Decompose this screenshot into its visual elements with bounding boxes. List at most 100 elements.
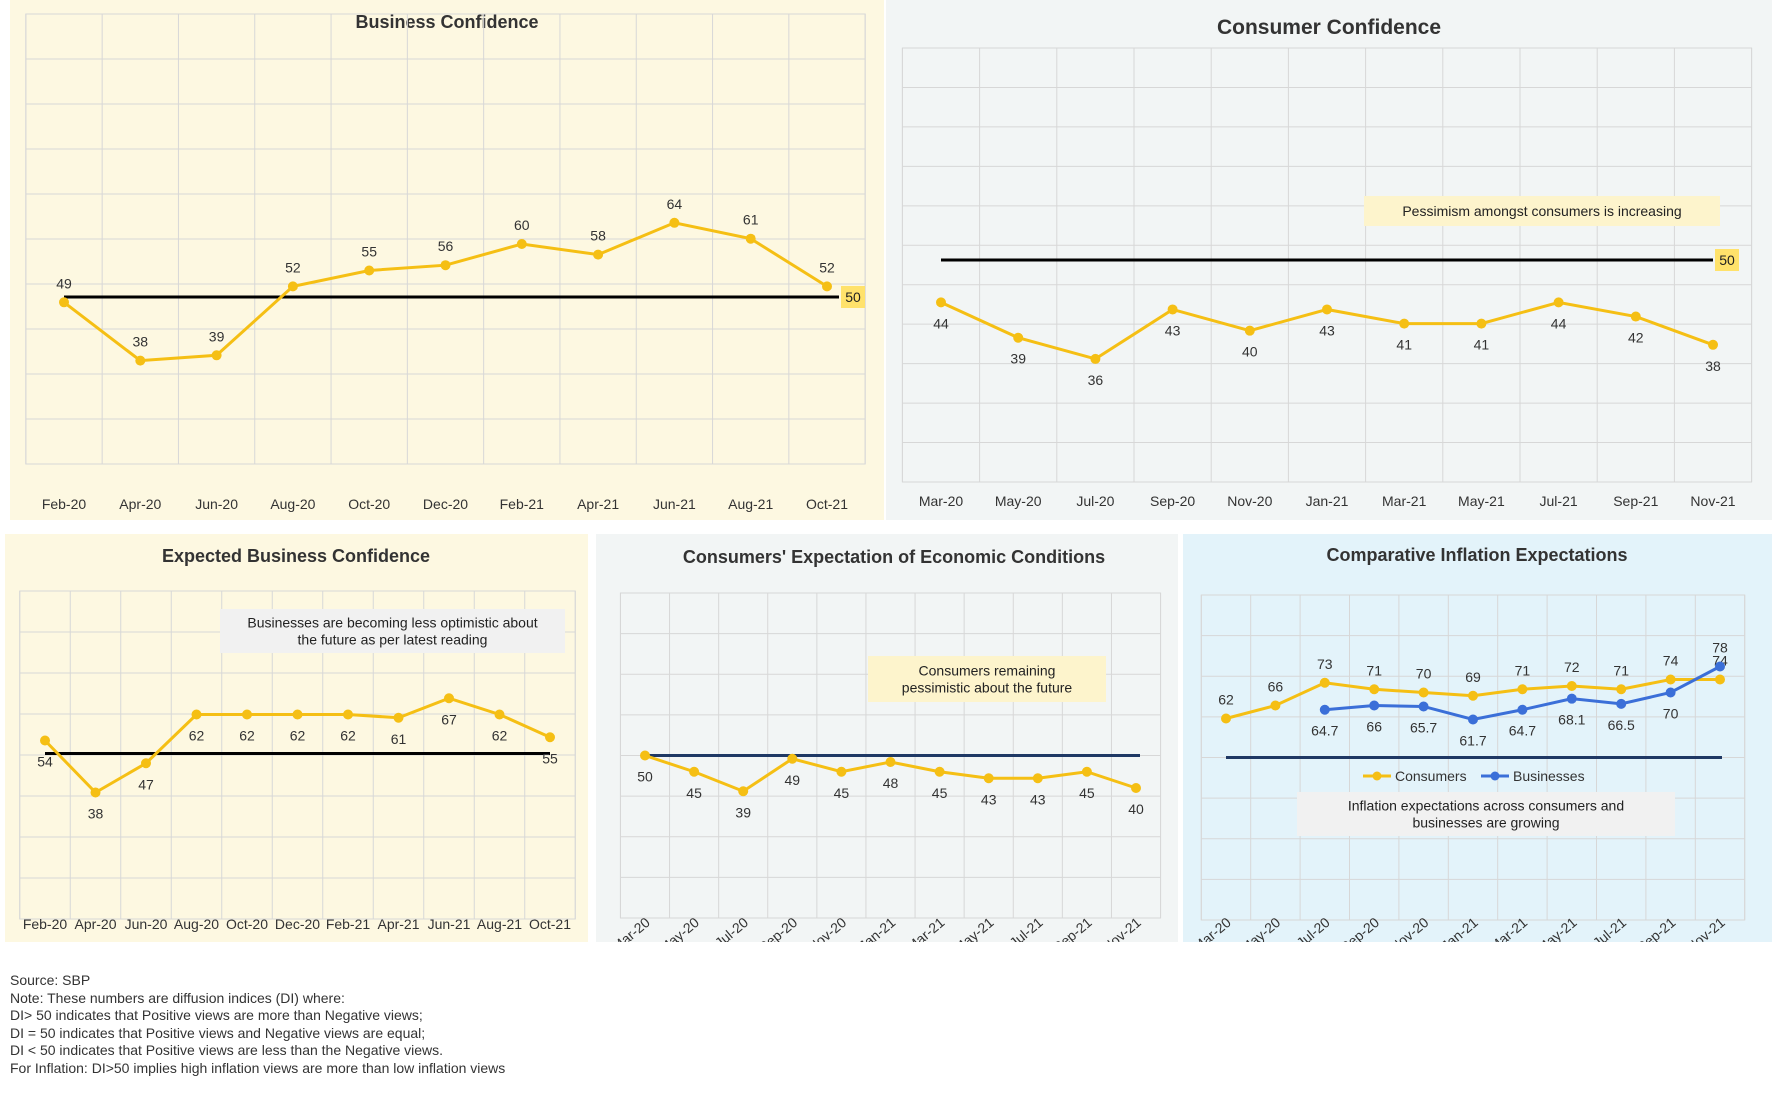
data-point <box>40 735 50 746</box>
consumer-confidence-panel: Consumer Confidence 50 Pessimism amongst c… <box>886 0 1772 520</box>
data-point <box>545 732 555 743</box>
data-point <box>191 709 202 720</box>
data-label: 71 <box>1613 662 1629 678</box>
data-point <box>1319 704 1330 715</box>
data-point <box>745 233 756 244</box>
x-tick-label: Apr-21 <box>377 916 419 932</box>
data-point <box>59 297 69 308</box>
x-tick-label: Oct-21 <box>529 916 571 932</box>
x-tick-label: Jan-21 <box>1306 493 1349 509</box>
x-tick-label: Apr-21 <box>577 496 619 512</box>
data-point <box>1369 684 1380 695</box>
data-label: 66 <box>1268 679 1284 695</box>
data-point <box>1517 704 1528 715</box>
x-tick-label: Jun-21 <box>428 916 471 932</box>
data-point <box>983 773 994 784</box>
data-label: 58 <box>590 228 606 244</box>
consumers-expectation-chart: Consumers' Expectation of Economic Condi… <box>609 547 1162 942</box>
data-label: 43 <box>981 791 997 807</box>
data-label: 54 <box>37 754 53 770</box>
x-tick-label: Sep-20 <box>1150 493 1195 509</box>
data-point <box>1616 684 1627 695</box>
data-point <box>141 758 151 769</box>
data-point <box>1369 700 1380 711</box>
chart-title: Consumer Confidence <box>1217 16 1441 39</box>
data-label: 62 <box>189 728 205 744</box>
data-label: 48 <box>883 775 899 791</box>
data-point <box>1418 701 1429 712</box>
x-tick-label: Jun-20 <box>125 916 168 932</box>
data-point <box>1090 353 1101 364</box>
data-label: 72 <box>1564 659 1580 675</box>
data-label: 43 <box>1030 791 1046 807</box>
annotation-text: businesses are growing <box>1412 815 1559 831</box>
threshold-badge-label: 50 <box>1719 252 1735 268</box>
data-point <box>1032 773 1043 784</box>
data-label: 71 <box>1366 662 1382 678</box>
annotation-text: Inflation expectations across consumers … <box>1348 798 1624 814</box>
data-label: 70 <box>1663 706 1679 722</box>
data-label: 78 <box>1712 640 1728 656</box>
data-point <box>287 281 298 292</box>
data-point <box>242 709 252 720</box>
x-tick-label: Aug-20 <box>174 916 219 932</box>
x-tick-label: Sep-20 <box>1337 914 1382 942</box>
comparative-inflation-chart: Comparative Inflation Expectations Inflat… <box>1190 545 1746 942</box>
data-label: 62 <box>492 728 508 744</box>
x-tick-label: Nov-20 <box>1387 914 1432 942</box>
expected-business-confidence-chart: Expected Business Confidence Businesses a… <box>19 546 576 932</box>
data-label: 60 <box>514 217 530 233</box>
x-tick-label: May-20 <box>995 493 1042 509</box>
data-label: 65.7 <box>1410 719 1437 735</box>
data-point <box>1322 304 1332 315</box>
x-tick-label: Sep-21 <box>1634 914 1679 942</box>
chart-title: Business Confidence <box>355 12 538 32</box>
annotation-box <box>868 656 1106 702</box>
data-point <box>135 355 146 366</box>
data-point <box>1131 783 1141 793</box>
data-label: 39 <box>735 804 751 820</box>
data-point <box>787 753 798 764</box>
data-point <box>1244 325 1255 336</box>
data-point <box>822 281 832 292</box>
data-point <box>1566 681 1577 691</box>
annotation-text: the future as per latest reading <box>298 632 488 648</box>
data-point <box>1665 687 1676 698</box>
annotation-text: Consumers remaining <box>919 663 1056 679</box>
annotation-text: Businesses are becoming less optimistic … <box>247 615 537 631</box>
data-label: 61 <box>391 731 407 747</box>
business-confidence-panel: Business Confidence 50 49 38 39 52 55 56 60 58 64 6… <box>10 0 884 520</box>
x-tick-label: Oct-21 <box>806 496 848 512</box>
data-point <box>343 709 353 720</box>
data-label: 45 <box>834 785 850 801</box>
data-label: 39 <box>209 328 225 344</box>
data-point <box>1616 698 1627 709</box>
annotation-text: Pessimism amongst consumers is increasin… <box>1402 203 1681 219</box>
data-point <box>1013 332 1024 343</box>
x-tick-label: May-21 <box>1534 914 1580 942</box>
data-label: 56 <box>438 238 454 254</box>
data-label: 73 <box>1317 656 1333 672</box>
x-tick-label: Oct-20 <box>348 496 390 512</box>
x-tick-label: Jun-21 <box>653 496 696 512</box>
note-line: DI> 50 indicates that Positive views are… <box>10 1007 423 1023</box>
x-tick-label: May-21 <box>1458 493 1505 509</box>
x-tick-label: Mar-21 <box>1382 493 1427 509</box>
data-label: 39 <box>1010 351 1026 367</box>
x-tick-label: Jul-20 <box>1293 914 1333 942</box>
data-label: 47 <box>138 776 154 792</box>
x-tick-label: Mar-20 <box>919 493 964 509</box>
data-label: 67 <box>441 711 457 727</box>
x-tick-label: Aug-21 <box>477 916 522 932</box>
x-tick-label: Mar-21 <box>1486 914 1530 942</box>
data-point <box>1468 714 1478 725</box>
data-point <box>1553 297 1564 308</box>
data-point <box>211 350 222 361</box>
x-tick-label: Apr-20 <box>74 916 116 932</box>
annotation-box <box>1364 196 1720 226</box>
x-tick-label: Sep-21 <box>1613 493 1658 509</box>
x-tick-label: Nov-21 <box>1683 914 1728 942</box>
data-label: 64 <box>667 196 683 212</box>
threshold-badge <box>841 286 865 308</box>
data-label: 64.7 <box>1509 723 1536 739</box>
